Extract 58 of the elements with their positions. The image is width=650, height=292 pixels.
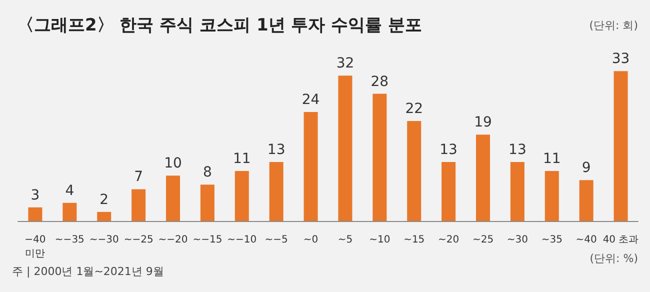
data-label: 8	[202, 164, 212, 181]
bar	[200, 184, 214, 221]
x-tick-label: ~5	[338, 234, 353, 246]
bar	[166, 176, 180, 221]
x-tick-label: ~−25	[124, 234, 154, 246]
x-tick-label: ~−5	[264, 234, 288, 246]
x-tick-label: ~15	[404, 234, 425, 246]
bar	[28, 207, 42, 221]
x-tick-label: ~10	[369, 234, 390, 246]
bar	[269, 162, 284, 221]
data-label: 10	[164, 156, 182, 172]
data-label: 13	[267, 142, 286, 158]
y-axis-title: (단위: 회)	[589, 19, 638, 32]
data-label: 11	[542, 151, 561, 168]
bar	[234, 171, 249, 221]
x-tick-label: ~−10	[227, 234, 257, 246]
bar	[97, 212, 112, 221]
data-label: 13	[508, 142, 526, 158]
bar	[579, 180, 594, 221]
bar	[132, 189, 146, 221]
x-tick-label: ~−15	[192, 234, 222, 246]
x-axis-title: (단위: %)	[590, 252, 638, 265]
data-label: 32	[336, 56, 354, 72]
bar	[510, 162, 524, 221]
x-tick-label: ~25	[472, 234, 494, 246]
bar	[442, 162, 456, 221]
data-label: 4	[65, 182, 74, 199]
data-label: 33	[612, 51, 630, 68]
text: 주 | 2000년 1월~2021년 9월	[12, 265, 164, 278]
bar	[614, 71, 628, 221]
data-label: 9	[582, 160, 591, 176]
x-tick-label: ~20	[438, 234, 460, 246]
bar	[544, 171, 559, 221]
data-label: 28	[370, 74, 389, 90]
bar	[372, 94, 387, 221]
bar	[304, 112, 318, 221]
x-tick-label: ~0	[303, 234, 318, 246]
data-label: 19	[474, 114, 492, 131]
x-tick-label: ~35	[541, 234, 562, 246]
data-label: 24	[302, 92, 320, 108]
x-tick-label: ~40	[576, 234, 597, 246]
data-label: 11	[232, 151, 251, 168]
chart-title: 〈그래프2〉 한국 주식 코스피 1년 투자 수익률 분포	[17, 16, 422, 36]
x-tick-label: ~−20	[158, 234, 188, 246]
x-tick-label: 40 초과	[602, 234, 639, 246]
x-tick-label: ~30	[506, 234, 528, 246]
data-label: 7	[134, 169, 144, 186]
bar	[338, 76, 352, 221]
data-label: 22	[405, 101, 424, 118]
x-tick-label: −40 미만	[24, 234, 46, 260]
bar	[407, 121, 422, 221]
data-label: 3	[30, 187, 40, 204]
bar	[476, 134, 490, 221]
x-tick-label: ~−30	[89, 234, 119, 246]
x-tick-label: ~−35	[54, 234, 84, 246]
bar	[62, 202, 77, 221]
data-label: 13	[440, 142, 458, 158]
data-label: 2	[100, 192, 109, 208]
